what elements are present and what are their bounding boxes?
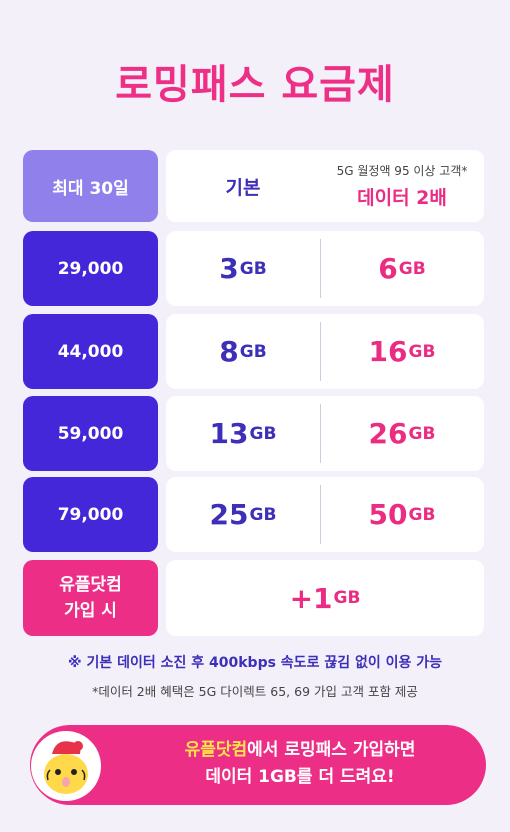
bonus-amount: +1 GB: [166, 560, 484, 636]
double-amount-unit: GB: [408, 504, 436, 525]
double-amount-unit: GB: [408, 423, 436, 444]
base-amount-unit: GB: [249, 504, 277, 525]
base-amount-value: 3: [219, 252, 239, 285]
base-amount-value: 8: [219, 335, 239, 368]
promo-banner-text: 유플닷컴에서 로밍패스 가입하면 데이터 1GB를 더 드려요!: [125, 737, 475, 791]
price-cell: 44,000: [23, 314, 158, 389]
base-col-header: 기본: [166, 150, 320, 222]
double-amount-unit: GB: [408, 341, 436, 362]
double-benefit-note: *데이터 2배 혜택은 5G 다이렉트 65, 69 가입 고객 포함 제공: [92, 684, 418, 699]
base-label: 기본: [225, 176, 261, 199]
base-amount-value: 13: [209, 417, 249, 450]
double-col-header: 5G 월정액 95 이상 고객* 데이터 2배: [320, 150, 484, 222]
column-divider: [320, 404, 321, 463]
double-amount: 26 GB: [320, 396, 484, 471]
bonus-label-line2: 가입 시: [64, 601, 117, 621]
plan-row: 13 GB 26 GB: [166, 396, 484, 471]
header-card: 기본 5G 월정액 95 이상 고객* 데이터 2배: [166, 150, 484, 222]
plan-row: 3 GB 6 GB: [166, 231, 484, 306]
price-cell: 29,000: [23, 231, 158, 306]
promo-line1: 에서 로밍패스 가입하면: [247, 740, 416, 760]
column-divider: [320, 485, 321, 544]
base-amount-unit: GB: [239, 258, 267, 279]
column-divider: [320, 322, 321, 381]
base-amount: 13 GB: [166, 396, 320, 471]
double-amount-value: 16: [368, 335, 408, 368]
base-amount-value: 25: [209, 498, 249, 531]
price-cell: 59,000: [23, 396, 158, 471]
bonus-row: +1 GB: [166, 560, 484, 636]
promo-banner[interactable]: 유플닷컴에서 로밍패스 가입하면 데이터 1GB를 더 드려요!: [30, 725, 486, 805]
base-amount-unit: GB: [249, 423, 277, 444]
double-amount-unit: GB: [398, 258, 426, 279]
promo-line2: 데이터 1GB를 더 드려요!: [205, 767, 395, 787]
base-amount: 8 GB: [166, 314, 320, 389]
base-amount: 3 GB: [166, 231, 320, 306]
bonus-label-line1: 유플닷컴: [59, 575, 122, 595]
double-amount: 6 GB: [320, 231, 484, 306]
plan-row: 25 GB 50 GB: [166, 477, 484, 552]
price-cell: 79,000: [23, 477, 158, 552]
mascot-character-icon: [31, 731, 101, 801]
double-label: 데이터 2배: [357, 187, 447, 209]
base-amount: 25 GB: [166, 477, 320, 552]
double-amount: 16 GB: [320, 314, 484, 389]
double-amount-value: 50: [368, 498, 408, 531]
base-amount-unit: GB: [239, 341, 267, 362]
bonus-amount-value: +1: [289, 581, 333, 615]
duration-header: 최대 30일: [23, 150, 158, 222]
promo-highlight: 유플닷컴: [184, 740, 248, 760]
double-amount: 50 GB: [320, 477, 484, 552]
plan-row: 8 GB 16 GB: [166, 314, 484, 389]
double-amount-value: 6: [378, 252, 398, 285]
page-title: 로밍패스 요금제: [115, 62, 395, 108]
double-amount-value: 26: [368, 417, 408, 450]
bonus-amount-unit: GB: [333, 588, 361, 608]
double-condition-note: 5G 월정액 95 이상 고객*: [336, 164, 468, 178]
bonus-label-cell: 유플닷컴 가입 시: [23, 560, 158, 636]
column-divider: [320, 239, 321, 298]
data-speed-note: ※ 기본 데이터 소진 후 400kbps 속도로 끊김 없이 이용 가능: [68, 655, 442, 671]
